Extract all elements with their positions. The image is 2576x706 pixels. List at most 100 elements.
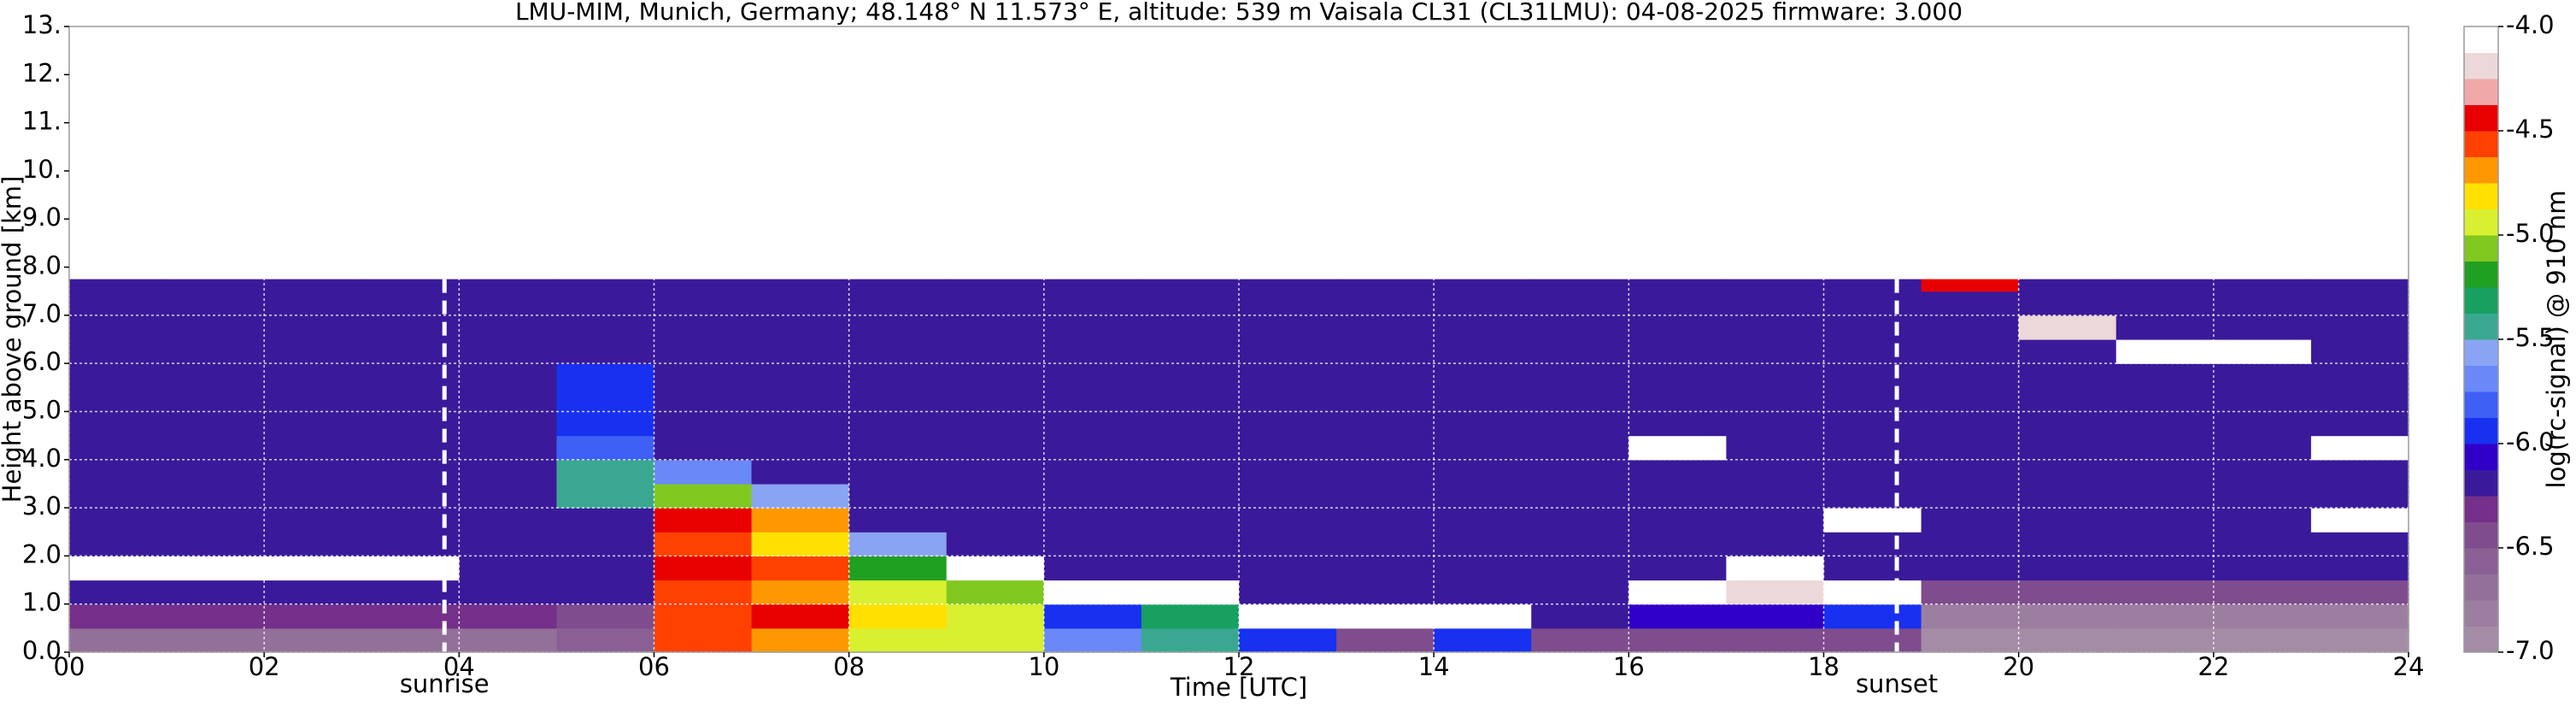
heat-cell bbox=[751, 291, 850, 316]
heat-cell bbox=[1726, 387, 1825, 413]
heat-cell bbox=[1434, 556, 1532, 581]
heat-cell bbox=[1043, 363, 1142, 388]
heat-cell bbox=[1921, 483, 2020, 509]
heat-cell bbox=[1628, 627, 1728, 653]
heat-cell bbox=[2018, 483, 2117, 509]
colorbar-swatch bbox=[2464, 417, 2498, 444]
heat-cell bbox=[1726, 411, 1825, 437]
heat-cell bbox=[1239, 315, 1337, 340]
heat-cell bbox=[1823, 387, 1922, 413]
heat-cell bbox=[751, 532, 850, 556]
heat-cell bbox=[1434, 411, 1532, 437]
heat-cell bbox=[751, 483, 850, 509]
heat-cell bbox=[751, 580, 850, 605]
heat-cell bbox=[1531, 532, 1629, 556]
heat-cell bbox=[1434, 483, 1532, 509]
heat-cell bbox=[2018, 508, 2117, 532]
heat-cell bbox=[1141, 556, 1240, 581]
heat-cell bbox=[654, 459, 753, 485]
heat-cell bbox=[751, 411, 850, 437]
x-axis-label: Time [UTC] bbox=[1170, 673, 1307, 702]
heat-cell bbox=[1434, 315, 1532, 340]
heat-cell bbox=[751, 459, 850, 485]
heat-cell bbox=[2213, 279, 2312, 292]
colorbar-swatch bbox=[2464, 131, 2498, 157]
heat-cell bbox=[1921, 363, 2020, 388]
heat-cell bbox=[1531, 603, 1629, 629]
heat-cell bbox=[1043, 580, 1142, 605]
heat-cell bbox=[1921, 627, 2020, 653]
heat-cell bbox=[1628, 532, 1728, 556]
heat-cell bbox=[2018, 387, 2117, 413]
heat-cell bbox=[1239, 483, 1337, 509]
heat-cell bbox=[2018, 532, 2117, 556]
heat-cell bbox=[264, 291, 362, 316]
heat-cell bbox=[1531, 508, 1629, 532]
heat-cell bbox=[1336, 387, 1435, 413]
colorbar-swatch bbox=[2464, 79, 2498, 105]
heat-cell bbox=[2213, 603, 2312, 629]
heat-cell bbox=[1336, 556, 1435, 581]
heat-cell bbox=[2213, 580, 2312, 605]
colorbar-tick-label: -4.5 bbox=[2506, 115, 2555, 144]
heat-cell bbox=[69, 508, 167, 532]
heat-cell bbox=[1628, 483, 1728, 509]
heat-cell bbox=[751, 387, 850, 413]
heat-cell bbox=[459, 627, 558, 653]
heat-cell bbox=[556, 532, 655, 556]
heat-cell bbox=[1628, 279, 1728, 292]
heat-cell bbox=[2310, 315, 2409, 340]
heat-cell bbox=[1726, 435, 1825, 461]
x-tick-label: 16 bbox=[1613, 652, 1645, 681]
heat-cell bbox=[1239, 580, 1337, 605]
heat-cell bbox=[946, 603, 1045, 629]
heat-cell bbox=[1726, 580, 1825, 605]
heat-cell bbox=[1336, 339, 1435, 364]
heat-cell bbox=[1239, 603, 1337, 629]
heat-cell bbox=[2213, 532, 2312, 556]
heat-cell bbox=[264, 627, 362, 653]
heat-cell bbox=[1336, 291, 1435, 316]
heat-cell bbox=[556, 459, 655, 485]
heat-cell bbox=[1726, 315, 1825, 340]
heat-cell bbox=[1823, 603, 1922, 629]
x-tick-label: 10 bbox=[1028, 652, 1059, 681]
heat-cell bbox=[2213, 459, 2312, 485]
heat-cell bbox=[1823, 556, 1922, 581]
heat-cell bbox=[654, 291, 753, 316]
y-tick-label: 8.0 bbox=[22, 251, 62, 280]
colorbar-swatch bbox=[2464, 183, 2498, 209]
heat-cell bbox=[2213, 411, 2312, 437]
heat-cell bbox=[1239, 627, 1337, 653]
heat-cell bbox=[69, 279, 167, 292]
heat-cell bbox=[2018, 627, 2117, 653]
colorbar-tick-label: -7.0 bbox=[2506, 636, 2555, 665]
y-tick-label: 12. bbox=[22, 58, 62, 87]
heat-cell bbox=[1726, 603, 1825, 629]
heat-cell bbox=[264, 603, 362, 629]
heat-cell bbox=[264, 483, 362, 509]
colorbar-swatch bbox=[2464, 365, 2498, 392]
heat-cell bbox=[2018, 411, 2117, 437]
heat-cell bbox=[848, 603, 948, 629]
x-tick-label: 14 bbox=[1418, 652, 1450, 681]
heat-cell bbox=[1531, 459, 1629, 485]
heat-cell bbox=[459, 411, 558, 437]
heat-cell bbox=[264, 339, 362, 364]
heat-cell bbox=[1921, 435, 2020, 461]
heat-cell bbox=[1628, 411, 1728, 437]
heat-cell bbox=[167, 279, 265, 292]
heat-cell bbox=[848, 363, 948, 388]
heat-cell bbox=[1141, 483, 1240, 509]
heat-cell bbox=[167, 291, 265, 316]
heat-cell bbox=[946, 556, 1045, 581]
heat-cell bbox=[1726, 291, 1825, 316]
y-tick-label: 11. bbox=[22, 107, 62, 136]
heat-cell bbox=[1141, 459, 1240, 485]
heat-cell bbox=[1531, 411, 1629, 437]
heat-cell bbox=[2310, 556, 2409, 581]
heat-cell bbox=[1141, 411, 1240, 437]
colorbar-swatch bbox=[2464, 52, 2498, 79]
heat-cell bbox=[1043, 459, 1142, 485]
heat-cell bbox=[2310, 363, 2409, 388]
